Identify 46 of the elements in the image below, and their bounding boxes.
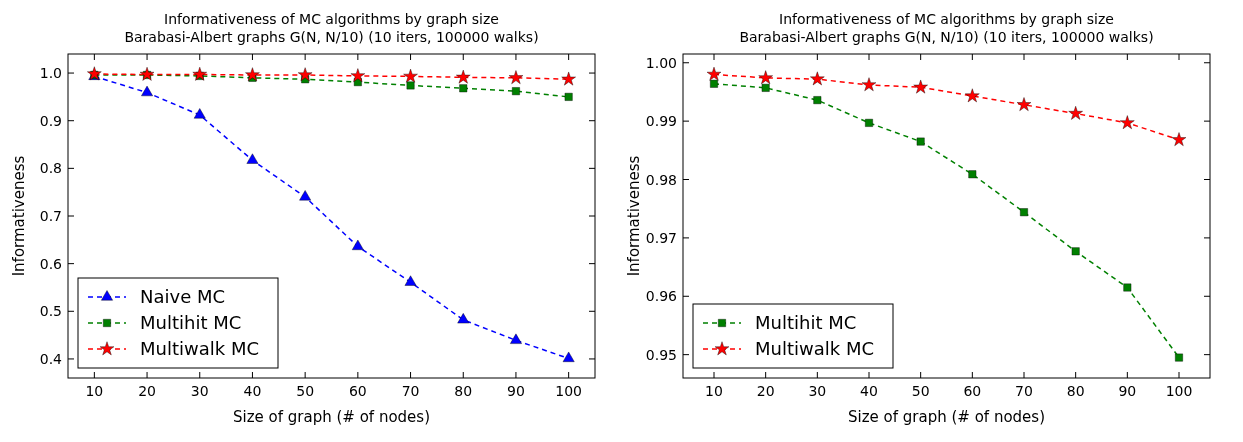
legend-label: Multihit MC: [140, 312, 242, 333]
y-axis-title: Informativeness: [10, 155, 28, 277]
x-tick-label: 90: [507, 383, 525, 399]
x-tick-label: 80: [1066, 383, 1085, 399]
y-tick-label: 0.97: [645, 229, 677, 246]
y-tick-label: 1.0: [39, 65, 62, 82]
x-tick-label: 60: [348, 383, 367, 399]
y-tick-label: 0.95: [645, 346, 677, 363]
chart-subtitle: Barabasi-Albert graphs G(N, N/10) (10 iters, 100000 walks): [739, 29, 1154, 45]
x-axis-title: Size of graph (# of nodes): [233, 408, 430, 426]
x-tick-label: 100: [1165, 383, 1193, 399]
legend-label: Multihit MC: [755, 312, 857, 333]
y-tick-label: 0.98: [645, 171, 677, 188]
x-tick-label: 70: [1015, 383, 1033, 399]
chart-title: Informativeness of MC algorithms by graph size: [164, 11, 499, 27]
x-tick-label: 20: [756, 383, 775, 399]
legend-label: Multiwalk MC: [140, 338, 259, 359]
legend-label: Multiwalk MC: [755, 338, 874, 359]
x-axis-title: Size of graph (# of nodes): [848, 408, 1045, 426]
legend-label: Naive MC: [140, 286, 226, 307]
x-tick-label: 10: [705, 383, 723, 399]
x-tick-label: 60: [963, 383, 982, 399]
x-tick-label: 30: [808, 383, 827, 399]
x-tick-label: 10: [85, 383, 104, 399]
x-tick-label: 100: [555, 383, 583, 399]
y-tick-label: 0.96: [645, 288, 678, 305]
x-tick-label: 40: [243, 383, 262, 399]
y-tick-label: 0.6: [39, 255, 63, 272]
y-tick-label: 0.4: [39, 350, 63, 367]
y-tick-label: 0.5: [39, 303, 62, 320]
x-tick-label: 70: [401, 383, 420, 399]
y-tick-label: 0.9: [39, 112, 62, 129]
x-tick-label: 40: [860, 383, 878, 399]
y-axis-title: Informativeness: [625, 155, 643, 277]
chart-title: Informativeness of MC algorithms by graph size: [779, 11, 1114, 27]
x-tick-label: 90: [1118, 383, 1137, 399]
y-tick-label: 0.8: [39, 160, 62, 177]
x-tick-label: 30: [190, 383, 209, 399]
x-tick-label: 80: [454, 383, 473, 399]
x-tick-label: 50: [296, 383, 315, 399]
y-tick-label: 0.99: [645, 113, 677, 130]
x-tick-label: 50: [911, 383, 930, 399]
y-tick-label: 1.00: [645, 54, 677, 71]
chart-subtitle: Barabasi-Albert graphs G(N, N/10) (10 iters, 100000 walks): [124, 29, 539, 45]
y-tick-label: 0.7: [39, 208, 62, 224]
x-tick-label: 20: [138, 383, 156, 399]
